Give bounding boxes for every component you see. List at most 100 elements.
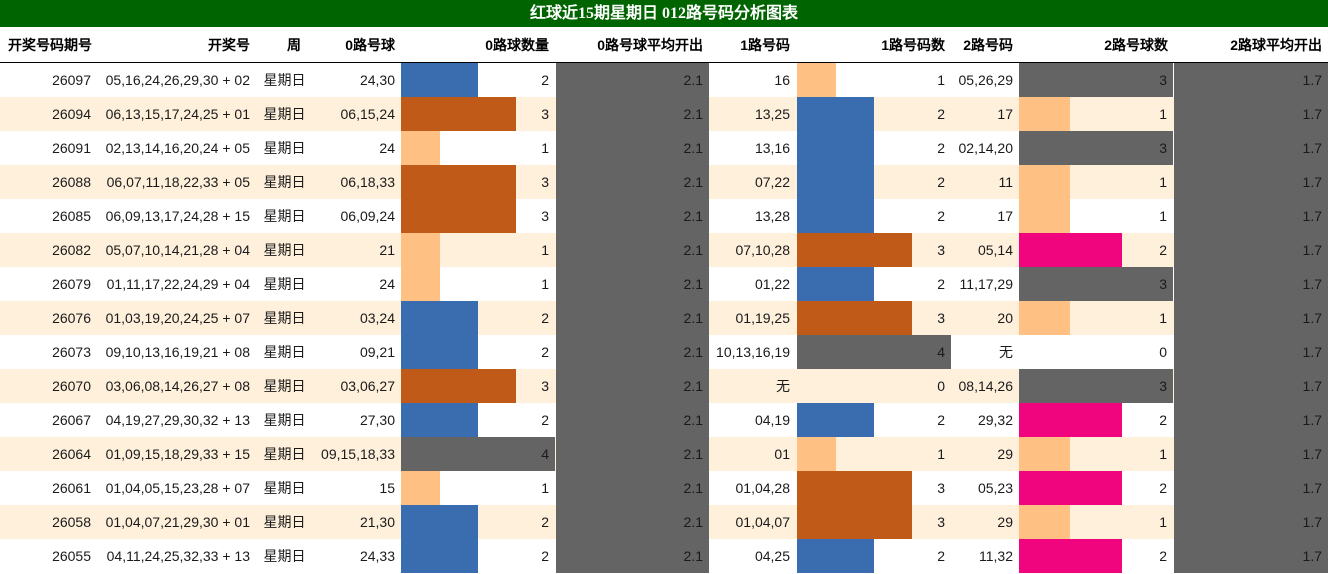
road0-count-bar — [401, 437, 555, 471]
weekday: 星期日 — [263, 242, 306, 258]
issue-number: 26094 — [52, 106, 91, 122]
road1-count-bar — [797, 63, 836, 97]
road2-avg-band — [1174, 97, 1328, 131]
table-row: 26094 06,13,15,17,24,25 + 01 星期日 06,15,24 3 2… — [0, 97, 1328, 131]
road0-avg: 2.1 — [683, 514, 703, 530]
road2-numbers: 17 — [997, 106, 1013, 122]
road1-count: 3 — [937, 242, 945, 258]
draw-numbers: 09,10,13,16,19,21 + 08 — [105, 344, 250, 360]
road0-count-bar — [401, 539, 478, 573]
road0-avg-band — [556, 267, 709, 301]
road0-avg: 2.1 — [683, 140, 703, 156]
road1-count-bar — [797, 539, 874, 573]
road1-count: 1 — [937, 446, 945, 462]
weekday: 星期日 — [263, 72, 306, 88]
draw-numbers: 04,11,24,25,32,33 + 13 — [106, 548, 250, 564]
road2-count-bar — [1019, 471, 1122, 505]
road1-count-bar — [797, 199, 874, 233]
road0-numbers: 21 — [379, 242, 395, 258]
issue-number: 26088 — [52, 174, 91, 190]
header-road0-avg: 0路号球平均开出 — [597, 37, 703, 53]
road2-avg-band — [1174, 369, 1328, 403]
table-row: 26067 04,19,27,29,30,32 + 13 星期日 27,30 2 2.1 0… — [0, 403, 1328, 437]
road0-avg: 2.1 — [683, 174, 703, 190]
road2-count: 3 — [1159, 72, 1167, 88]
road0-count: 2 — [541, 72, 549, 88]
road0-count-bar — [401, 335, 478, 369]
road1-count-bar — [797, 403, 874, 437]
road1-count: 3 — [937, 310, 945, 326]
road1-count: 3 — [937, 480, 945, 496]
road2-count-bar — [1019, 131, 1173, 165]
road2-count: 3 — [1159, 140, 1167, 156]
road1-count: 2 — [937, 208, 945, 224]
draw-numbers: 01,11,17,22,24,29 + 04 — [106, 276, 250, 292]
road1-count-bar — [797, 131, 874, 165]
issue-number: 26076 — [52, 310, 91, 326]
road1-count: 2 — [937, 276, 945, 292]
road0-count-bar — [401, 97, 516, 131]
road0-avg: 2.1 — [683, 344, 703, 360]
road0-count: 3 — [541, 208, 549, 224]
road2-avg-band — [1174, 437, 1328, 471]
road0-count-bar — [401, 369, 516, 403]
road2-avg-band — [1174, 403, 1328, 437]
issue-number: 26061 — [52, 480, 91, 496]
table-row: 26058 01,04,07,21,29,30 + 01 星期日 21,30 2 2.1 0… — [0, 505, 1328, 539]
road0-numbers: 24 — [379, 276, 395, 292]
road1-count-bar — [797, 505, 912, 539]
issue-number: 26067 — [52, 412, 91, 428]
issue-number: 26097 — [52, 72, 91, 88]
road2-avg-band — [1174, 131, 1328, 165]
road1-numbers: 01,04,28 — [735, 480, 791, 496]
road0-numbers: 03,24 — [359, 310, 395, 326]
weekday: 星期日 — [263, 208, 306, 224]
draw-numbers: 06,09,13,17,24,28 + 15 — [105, 208, 250, 224]
road1-numbers: 01,04,07 — [735, 514, 791, 530]
road0-numbers: 21,30 — [359, 514, 395, 530]
header-road2: 2路号码 — [963, 37, 1013, 53]
road2-avg-band — [1174, 165, 1328, 199]
road2-avg: 1.7 — [1302, 514, 1322, 530]
road0-avg-band — [556, 165, 709, 199]
road1-count: 2 — [937, 140, 945, 156]
road0-avg: 2.1 — [683, 242, 703, 258]
road2-avg: 1.7 — [1302, 378, 1322, 394]
road0-count-bar — [401, 403, 478, 437]
table-row: 26064 01,09,15,18,29,33 + 15 星期日 09,15,18,3… — [0, 437, 1328, 471]
road2-count: 3 — [1159, 276, 1167, 292]
table-row: 26055 04,11,24,25,32,33 + 13 星期日 24,33 2 2.1 0… — [0, 539, 1328, 573]
road0-avg: 2.1 — [683, 548, 703, 564]
road0-numbers: 24,33 — [359, 548, 395, 564]
issue-number: 26058 — [52, 514, 91, 530]
road0-count: 3 — [541, 378, 549, 394]
road0-count-bar — [401, 301, 478, 335]
road0-avg-band — [556, 131, 709, 165]
road1-numbers: 13,25 — [754, 106, 790, 122]
table-row: 26097 05,16,24,26,29,30 + 02 星期日 24,30 2 2.1 1… — [0, 63, 1328, 97]
draw-numbers: 01,09,15,18,29,33 + 15 — [105, 446, 250, 462]
road0-numbers: 09,15,18,33 — [321, 446, 395, 462]
header-divider — [0, 62, 1328, 63]
road0-avg-band — [556, 335, 709, 369]
road2-numbers: 08,14,26 — [958, 378, 1014, 394]
road0-numbers: 09,21 — [359, 344, 395, 360]
road0-numbers: 24 — [379, 140, 395, 156]
road0-count-bar — [401, 505, 478, 539]
road2-count-bar — [1019, 437, 1070, 471]
chart-title: 红球近15期星期日 012路号码分析图表 — [0, 0, 1328, 27]
draw-numbers: 01,04,05,15,23,28 + 07 — [105, 480, 250, 496]
weekday: 星期日 — [263, 548, 306, 564]
draw-numbers: 01,03,19,20,24,25 + 07 — [105, 310, 250, 326]
road1-numbers: 01,22 — [754, 276, 790, 292]
road0-avg: 2.1 — [683, 208, 703, 224]
road0-numbers: 15 — [379, 480, 395, 496]
road0-count-bar — [401, 131, 440, 165]
road2-count-bar — [1019, 369, 1173, 403]
road1-numbers: 04,25 — [754, 548, 790, 564]
header-road0: 0路号球 — [345, 37, 395, 53]
road0-count: 2 — [541, 412, 549, 428]
road2-avg: 1.7 — [1302, 72, 1322, 88]
road1-count: 2 — [937, 412, 945, 428]
road2-avg-band — [1174, 267, 1328, 301]
